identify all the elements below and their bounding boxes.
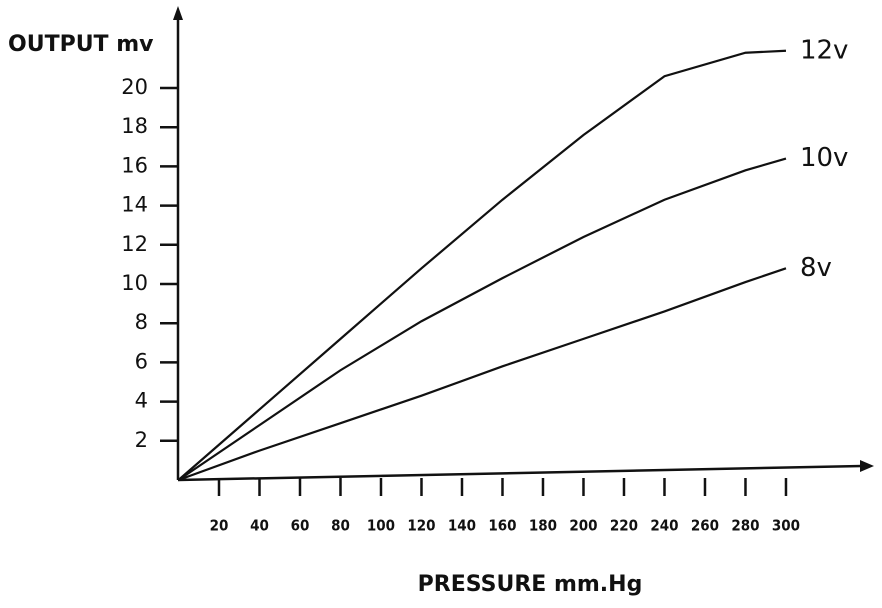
x-tick-label: 220 [610, 517, 638, 535]
x-arrow [860, 460, 874, 472]
x-tick-label: 300 [772, 517, 800, 535]
y-tick-label: 4 [135, 389, 148, 413]
x-tick-label: 140 [448, 517, 476, 535]
series-line [179, 268, 786, 480]
x-tick-label: 240 [650, 517, 678, 535]
x-tick-label: 160 [488, 517, 516, 535]
y-tick-label: 8 [135, 310, 148, 334]
y-tick-label: 10 [121, 271, 148, 295]
x-tick-label: 60 [291, 517, 310, 535]
y-axis-label: OUTPUT mv [8, 32, 154, 57]
x-tick-label: 120 [407, 517, 435, 535]
y-arrow [173, 6, 183, 20]
series-line [179, 159, 786, 480]
x-tick-label: 200 [569, 517, 597, 535]
y-tick-label: 16 [121, 153, 148, 177]
y-tick-label: 2 [135, 428, 148, 452]
y-tick-label: 18 [121, 114, 148, 138]
x-tick-label: 20 [210, 517, 229, 535]
x-tick-label: 80 [331, 517, 350, 535]
y-tick-label: 12 [121, 232, 148, 256]
x-tick-label: 260 [691, 517, 719, 535]
y-tick-label: 20 [121, 75, 148, 99]
x-tick-label: 100 [367, 517, 395, 535]
series-line [179, 51, 786, 480]
series-label: 12v [800, 35, 848, 65]
x-axis [178, 466, 862, 480]
chart: OUTPUT mv PRESSURE mm.Hg 2 4 6 8 10 12 14 16 18 2… [0, 0, 882, 608]
x-tick-label: 40 [250, 517, 269, 535]
y-tick-label: 14 [121, 193, 148, 217]
x-tick-label: 280 [731, 517, 759, 535]
x-tick-label: 180 [529, 517, 557, 535]
x-axis-label: PRESSURE mm.Hg [418, 572, 643, 597]
series-label: 10v [800, 143, 848, 173]
series-label: 8v [800, 253, 832, 283]
y-tick-label: 6 [135, 349, 148, 373]
